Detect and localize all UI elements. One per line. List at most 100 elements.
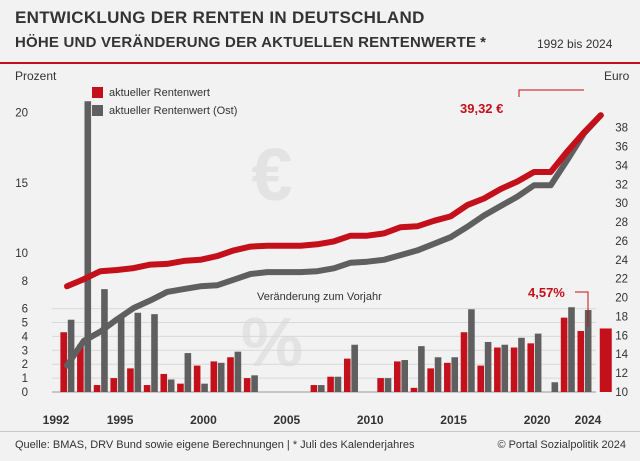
right-tick-label: 12 [615, 368, 628, 380]
right-tick-label: 38 [615, 123, 628, 135]
left-tick-label: 1 [22, 373, 28, 385]
subtitle-text: HÖHE UND VERÄNDERUNG DER AKTUELLEN RENTE… [15, 34, 477, 51]
bar-west [494, 347, 501, 392]
bar-west [227, 357, 234, 392]
left-tick-label: 20 [15, 108, 28, 120]
header-divider [0, 62, 640, 64]
bar-west [310, 385, 318, 392]
bar-east [401, 360, 408, 392]
right-tick-label: 20 [615, 293, 628, 305]
legend: aktueller Rentenwert aktueller Rentenwer… [92, 87, 237, 117]
bar-west [599, 328, 612, 392]
bar-west [177, 383, 184, 392]
gridlines [52, 308, 596, 393]
x-tick-label: 2000 [190, 413, 217, 427]
right-tick-label: 36 [615, 142, 628, 154]
footer-divider [0, 431, 640, 432]
bar-east [434, 357, 442, 392]
bar-west [527, 343, 535, 392]
right-tick-label: 32 [615, 179, 628, 191]
x-tick-label: 2020 [524, 413, 551, 427]
bar-west [327, 376, 334, 392]
bar-west [93, 385, 101, 392]
right-tick-label: 28 [615, 217, 628, 229]
bar-west [160, 373, 168, 392]
bar-west [510, 347, 518, 392]
x-tick-label: 2010 [357, 413, 384, 427]
right-tick-label: 16 [615, 330, 628, 342]
percent-annotation-leader [575, 291, 589, 327]
value-annotation: 39,32 € [460, 89, 584, 116]
bar-west [143, 385, 151, 392]
left-tick-label: 3 [22, 345, 28, 357]
chart-title: ENTWICKLUNG DER RENTEN IN DEUTSCHLAND [15, 8, 425, 27]
left-tick-label: 5 [22, 318, 28, 330]
x-tick-label: 2005 [273, 413, 300, 427]
right-tick-label: 10 [615, 387, 628, 399]
bar-west [460, 332, 468, 392]
bar-east [534, 333, 542, 392]
right-tick-label: 34 [615, 160, 628, 172]
bar-east [201, 383, 208, 392]
left-tick-label: 6 [22, 304, 28, 316]
value-annotation-leader [518, 89, 584, 97]
source-note: Quelle: BMAS, DRV Bund sowie eigene Bere… [15, 439, 415, 451]
right-axis-ticks: 10 12 14 16 18 20 22 24 26 28 30 32 34 36 38 [615, 123, 628, 399]
percent-annotation-label: 4,57% [528, 285, 565, 300]
copyright: © Portal Sozialpolitik 2024 [497, 439, 626, 451]
left-axis-label: Prozent [15, 69, 57, 83]
bar-east [184, 353, 192, 392]
bar-west [377, 378, 384, 392]
value-lines [64, 112, 604, 369]
bar-east [418, 346, 425, 392]
legend-swatch-east [92, 105, 103, 116]
header: ENTWICKLUNG DER RENTEN IN DEUTSCHLAND HÖ… [0, 0, 640, 62]
right-tick-label: 14 [615, 349, 628, 361]
right-tick-label: 26 [615, 236, 628, 248]
bar-east [384, 378, 392, 392]
left-tick-label: 8 [22, 276, 28, 288]
line-east [64, 112, 604, 369]
left-tick-label: 2 [22, 359, 28, 371]
right-tick-label: 22 [615, 274, 628, 286]
watermarks: € % [241, 133, 303, 381]
bar-east [584, 309, 592, 392]
x-axis-ticks: 1992 1995 2000 2005 2010 2015 2020 2024 [43, 413, 602, 427]
bar-east [117, 316, 125, 392]
bar-west [577, 330, 585, 392]
legend-label-west: aktueller Rentenwert [109, 87, 210, 99]
subtitle-asterisk: * [480, 34, 487, 51]
left-tick-label: 0 [22, 387, 28, 399]
bar-east [468, 309, 475, 392]
bar-west [243, 378, 251, 392]
right-axis-label: Euro [604, 69, 630, 83]
bar-east [501, 344, 509, 392]
bar-east [217, 362, 225, 392]
bar-east [134, 312, 142, 392]
bar-east [251, 375, 258, 392]
bar-east [318, 385, 325, 392]
bar-west [427, 368, 434, 392]
x-tick-label: 2015 [440, 413, 467, 427]
left-tick-label: 4 [22, 331, 29, 343]
bar-west [560, 317, 568, 392]
right-tick-label: 18 [615, 311, 628, 323]
legend-swatch-west [92, 87, 103, 98]
period-label: 1992 bis 2024 [537, 37, 613, 51]
bar-series-title: Veränderung zum Vorjahr [257, 291, 382, 303]
bar-east [351, 344, 358, 392]
percent-watermark: % [241, 303, 303, 381]
bar-west [410, 387, 418, 392]
bar-east [451, 357, 459, 392]
right-tick-label: 30 [615, 198, 628, 210]
left-tick-label: 10 [15, 248, 28, 260]
bar-east [568, 307, 575, 392]
bar-west [394, 361, 401, 392]
bar-east [151, 314, 158, 392]
x-tick-label: 1995 [107, 413, 134, 427]
change-bars [60, 101, 612, 392]
bar-west [193, 365, 201, 392]
right-tick-label: 24 [615, 255, 628, 267]
bar-east [84, 101, 92, 392]
